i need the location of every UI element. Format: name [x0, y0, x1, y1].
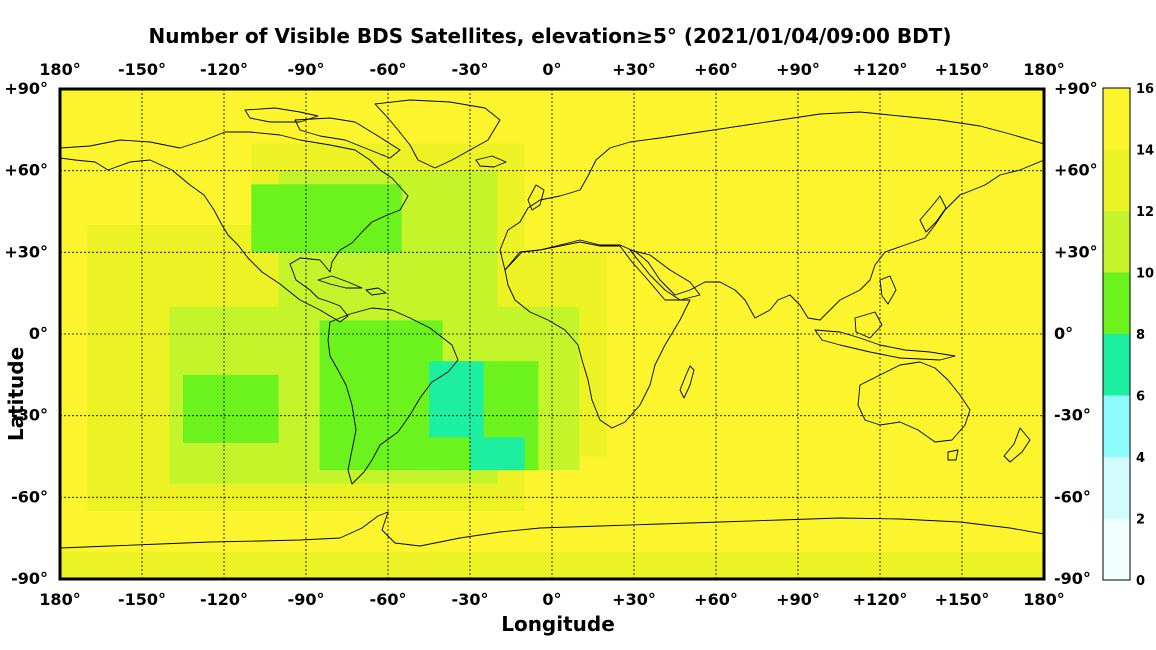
- lat-tick-label-right: 0°: [1054, 324, 1073, 343]
- lat-tick-label-left: -30°: [11, 406, 48, 425]
- lon-tick-label-bottom: 0°: [542, 590, 561, 609]
- lon-tick-label-top: -60°: [370, 60, 407, 79]
- lon-tick-label-top: +120°: [853, 60, 908, 79]
- lon-tick-label-bottom: -120°: [200, 590, 248, 609]
- colorbar-band-0: [1103, 518, 1130, 580]
- lat-tick-label-left: +30°: [4, 242, 48, 261]
- lat-tick-label-right: -60°: [1054, 487, 1091, 506]
- lat-tick-label-right: +90°: [1054, 79, 1098, 98]
- lat-tick-label-right: -30°: [1054, 406, 1091, 425]
- colorbar-tick-label: 2: [1136, 513, 1145, 528]
- lat-tick-label-right: +60°: [1054, 161, 1098, 180]
- lon-tick-label-bottom: +120°: [853, 590, 908, 609]
- lat-tick-label-left: -60°: [11, 487, 48, 506]
- colorbar-band-1: [1103, 457, 1130, 519]
- heatmap-region-7: [183, 374, 279, 443]
- axis-ticks: 180° 180° -150° -150° -120° -120° -90° -90° -60°…: [4, 60, 1097, 609]
- lon-tick-label-top: +30°: [612, 60, 656, 79]
- lon-tick-label-top: +150°: [935, 60, 990, 79]
- coastline-madagascar: [679, 365, 695, 399]
- coastline-hispaniola: [365, 287, 387, 296]
- colorbar-band-6: [1103, 149, 1130, 211]
- lon-tick-label-top: -90°: [288, 60, 325, 79]
- coastline-new-zealand: [1003, 427, 1031, 463]
- coastline-north-america: [60, 131, 409, 323]
- lon-tick-label-top: -30°: [452, 60, 489, 79]
- colorbar-tick-label: 14: [1136, 144, 1154, 159]
- lon-tick-label-bottom: +60°: [694, 590, 738, 609]
- lon-tick-label-bottom: -30°: [452, 590, 489, 609]
- colorbar-band-2: [1103, 395, 1130, 457]
- coastline-arabia: [629, 249, 701, 301]
- lat-tick-label-left: +60°: [4, 161, 48, 180]
- lon-tick-label-top: +60°: [694, 60, 738, 79]
- coastline-philippines: [879, 275, 897, 305]
- colorbar-band-4: [1103, 272, 1130, 334]
- lon-tick-label-top: 180°: [39, 60, 80, 79]
- lat-tick-label-left: +90°: [4, 79, 48, 98]
- colorbar-band-3: [1103, 334, 1130, 396]
- coastline-layer: [60, 99, 1044, 549]
- lon-tick-label-top: -120°: [200, 60, 248, 79]
- colorbar-tick-label: 6: [1136, 390, 1145, 405]
- colorbar-tick-label: 4: [1136, 451, 1145, 466]
- colorbar-frame: [1102, 87, 1131, 581]
- lon-tick-label-bottom: 180°: [39, 590, 80, 609]
- lon-tick-label-bottom: -90°: [288, 590, 325, 609]
- colorbar-band-7: [1103, 88, 1130, 150]
- lon-tick-label-bottom: +90°: [776, 590, 820, 609]
- coastline-tasmania: [947, 449, 959, 461]
- lon-tick-label-top: 0°: [542, 60, 561, 79]
- colorbar-tick-label: 8: [1136, 328, 1145, 343]
- coastline-uk: [527, 184, 545, 211]
- coastline-cuba: [317, 275, 363, 289]
- coastline-antarctica: [60, 511, 1044, 549]
- coastline-arctic-islands: [244, 107, 319, 123]
- coastline-baffin: [294, 117, 401, 159]
- plot-frame: [58, 87, 1046, 581]
- colorbar-tick-label: 10: [1136, 267, 1154, 282]
- lon-tick-label-bottom: -150°: [118, 590, 166, 609]
- lon-tick-label-bottom: -60°: [370, 590, 407, 609]
- coastline-australia: [857, 361, 971, 443]
- coastline-africa: [504, 241, 691, 429]
- heatmap-region-11: [429, 361, 484, 438]
- lon-tick-label-top: +90°: [776, 60, 820, 79]
- coastline-south-america: [327, 307, 459, 485]
- lon-tick-label-bottom: 180°: [1023, 590, 1064, 609]
- coastline-europe-asia: [499, 111, 1044, 321]
- lon-tick-label-bottom: +30°: [612, 590, 656, 609]
- heatmap-region-8: [251, 184, 402, 253]
- chart-title: Number of Visible BDS Satellites, elevat…: [148, 24, 952, 48]
- colorbar-band-5: [1103, 211, 1130, 273]
- heatmap-region-12: [470, 437, 525, 471]
- colorbar-tick-label: 16: [1136, 82, 1154, 97]
- graticule: [60, 89, 1044, 579]
- colorbar-tick-label: 0: [1136, 574, 1145, 589]
- coastline-japan: [919, 195, 947, 233]
- lat-tick-label-right: -90°: [1054, 569, 1091, 588]
- coastline-borneo: [854, 311, 883, 339]
- colorbar: 0 2 4 6 8 10 12 14 16: [1102, 82, 1154, 589]
- lat-tick-label-left: 0°: [29, 324, 48, 343]
- lat-tick-label-left: -90°: [11, 569, 48, 588]
- colorbar-tick-label: 12: [1136, 205, 1154, 220]
- coastline-greenland: [374, 99, 501, 169]
- lon-tick-label-top: 180°: [1023, 60, 1064, 79]
- coastline-indonesia: [814, 329, 956, 361]
- lon-tick-label-bottom: +150°: [935, 590, 990, 609]
- x-axis-label: Longitude: [501, 612, 615, 636]
- coastline-iceland: [475, 155, 507, 168]
- lat-tick-label-right: +30°: [1054, 242, 1098, 261]
- lon-tick-label-top: -150°: [118, 60, 166, 79]
